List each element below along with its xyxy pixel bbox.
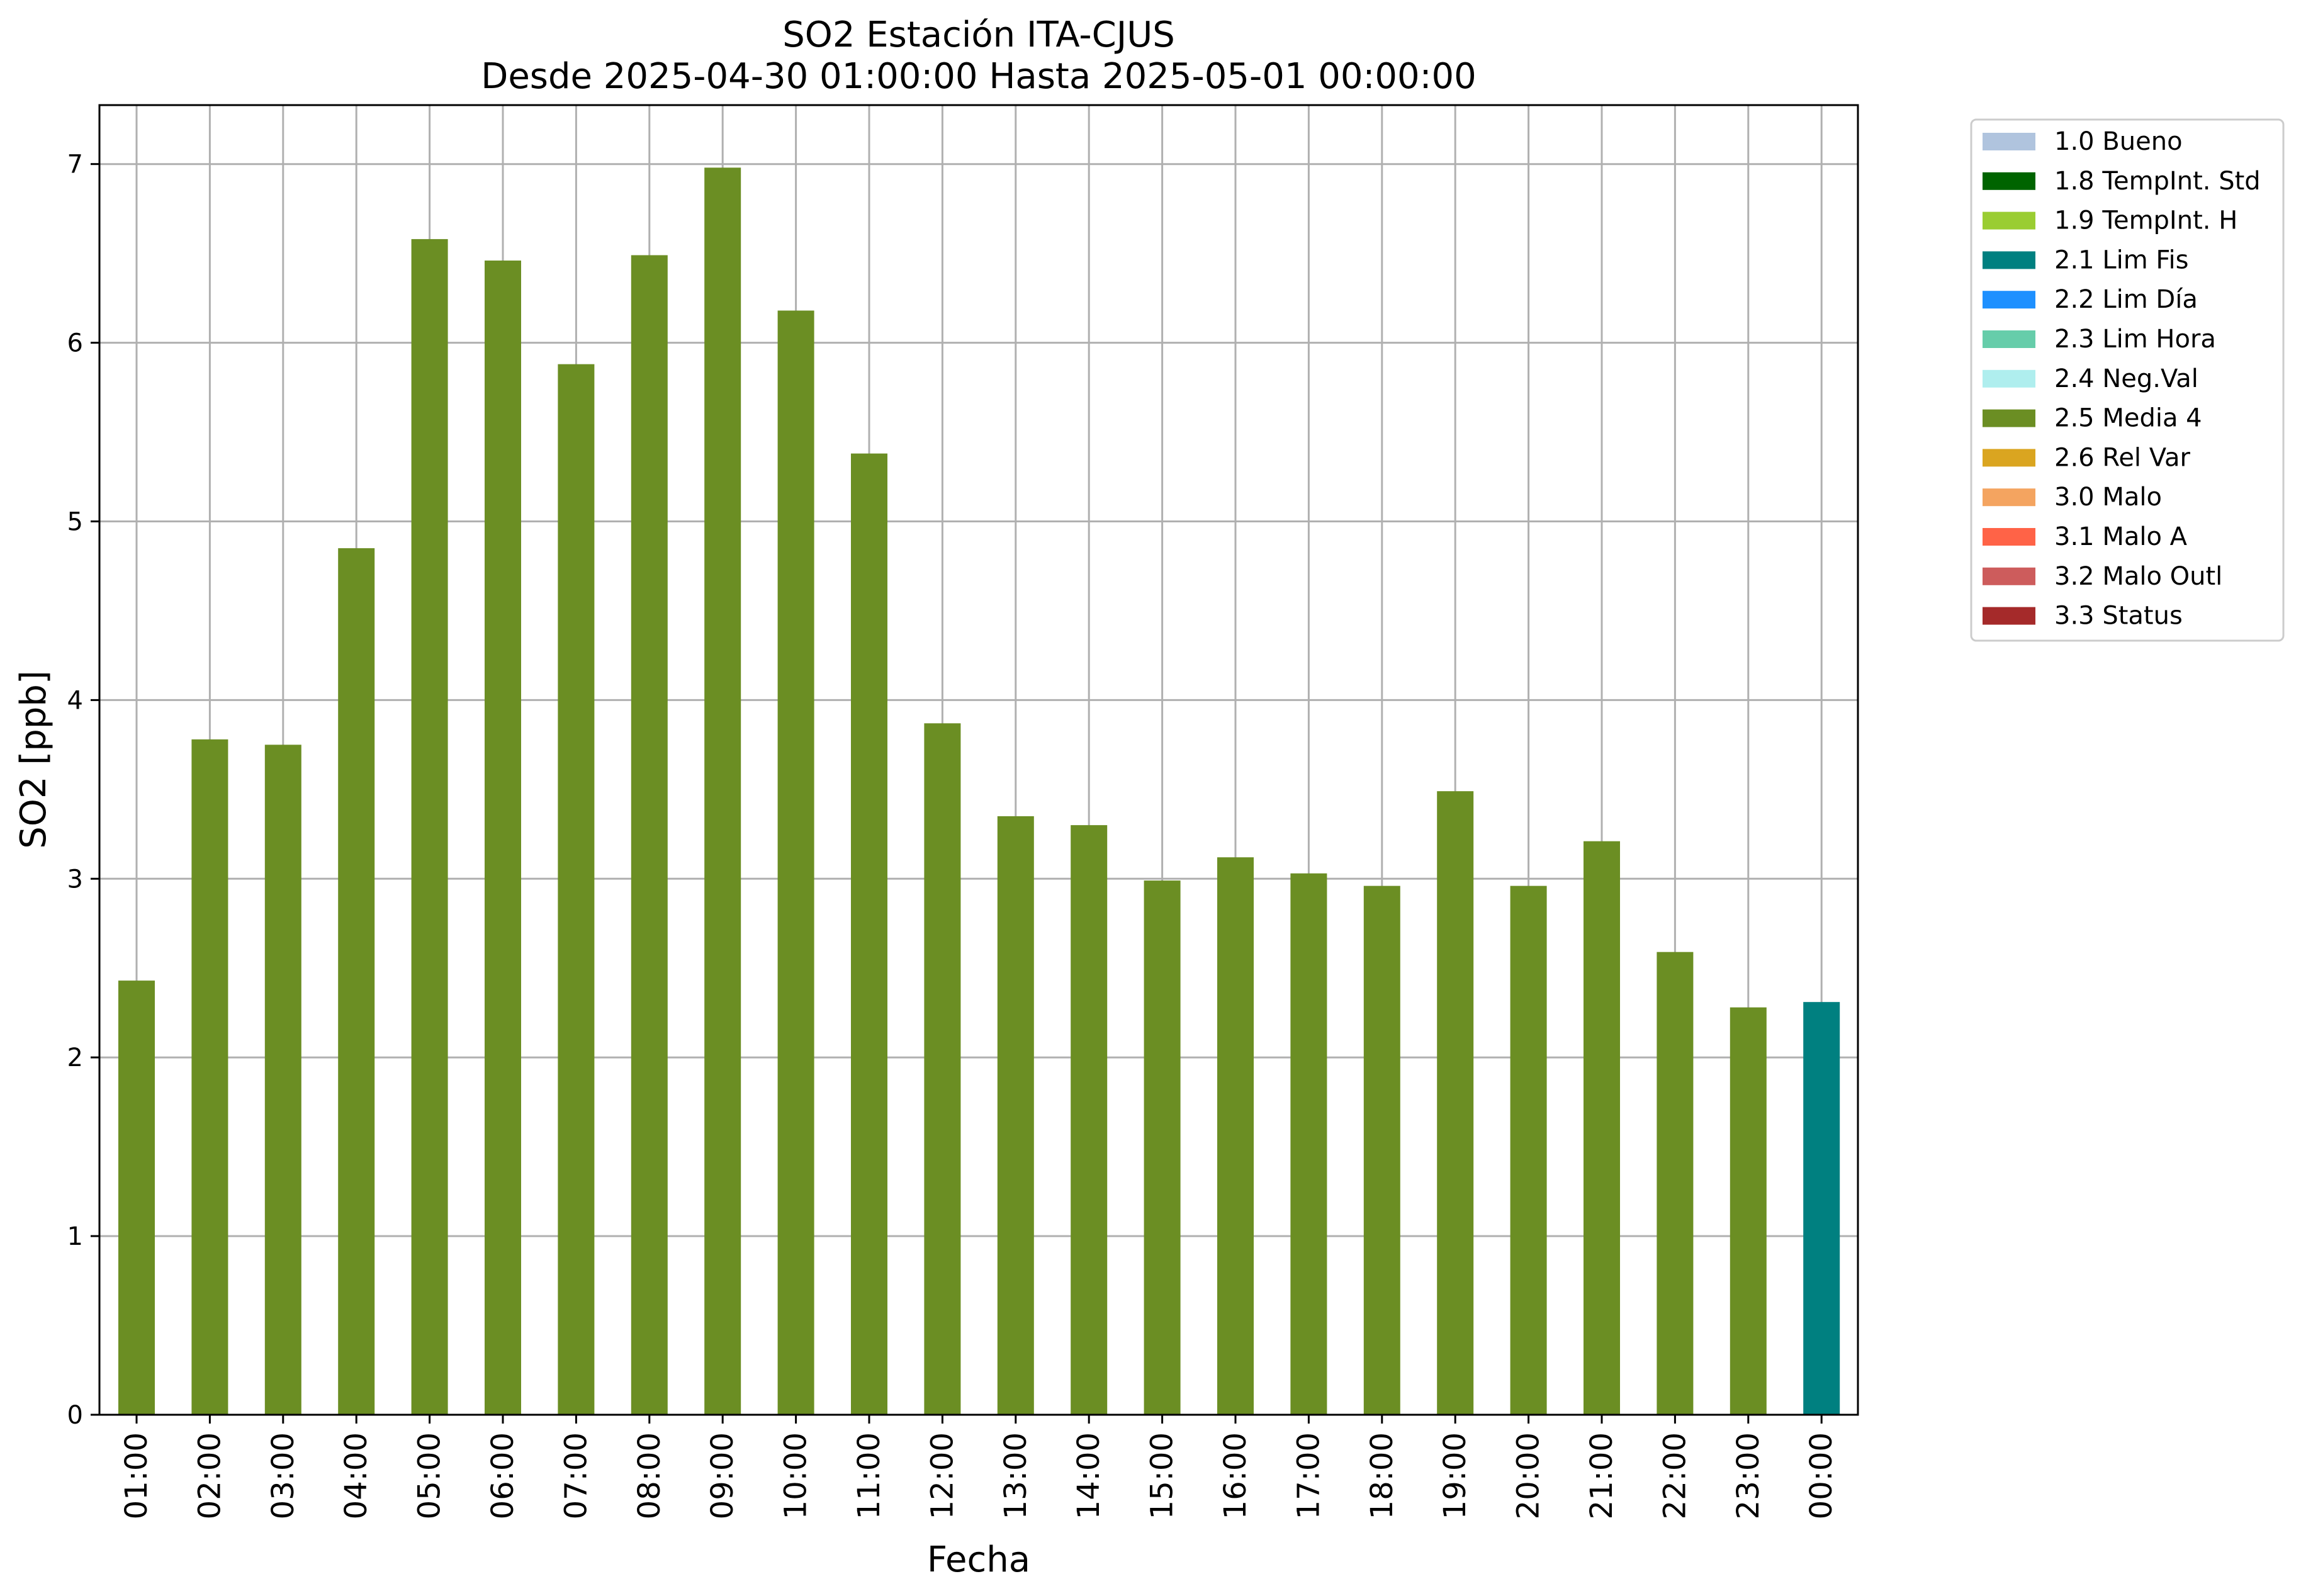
x-tick-label: 09:00	[705, 1432, 740, 1519]
legend-swatch	[1983, 291, 2035, 309]
bar	[1803, 1002, 1840, 1415]
bar	[411, 239, 448, 1415]
x-tick-label: 02:00	[192, 1432, 227, 1519]
legend-label: 2.1 Lim Fis	[2054, 245, 2188, 274]
legend: 1.0 Bueno 1.8 TempInt. Std 1.9 TempInt. H 2…	[1970, 118, 2285, 642]
x-tick-label: 12:00	[925, 1432, 960, 1519]
y-tick-label: 1	[67, 1222, 83, 1251]
bar	[264, 745, 301, 1415]
x-tick-label: 01:00	[119, 1432, 154, 1519]
x-tick-label: 13:00	[998, 1432, 1033, 1519]
legend-swatch	[1983, 449, 2035, 467]
bar	[118, 981, 155, 1415]
x-tick-label: 15:00	[1145, 1432, 1180, 1519]
x-tick-label: 20:00	[1511, 1432, 1546, 1519]
legend-swatch	[1983, 172, 2035, 190]
legend-label: 3.3 Status	[2054, 602, 2183, 631]
x-tick-label: 00:00	[1804, 1432, 1839, 1519]
y-tick-label: 5	[67, 507, 83, 536]
x-tick-label: 19:00	[1437, 1432, 1473, 1519]
chart-subtitle: Desde 2025-04-30 01:00:00 Hasta 2025-05-…	[481, 56, 1477, 97]
bar	[1730, 1007, 1767, 1415]
bar	[338, 548, 375, 1415]
legend-box	[1970, 118, 2285, 642]
bar	[1144, 880, 1181, 1415]
legend-label: 1.8 TempInt. Std	[2054, 167, 2261, 196]
chart-title: SO2 Estación ITA-CJUS	[782, 14, 1175, 55]
bar	[631, 255, 668, 1415]
legend-swatch	[1983, 369, 2035, 388]
x-tick-label: 10:00	[779, 1432, 814, 1519]
x-tick-label: 11:00	[852, 1432, 887, 1519]
y-tick-label: 4	[67, 686, 83, 715]
bar	[191, 739, 228, 1415]
x-tick-label: 06:00	[485, 1432, 520, 1519]
legend-label: 2.3 Lim Hora	[2054, 325, 2216, 354]
legend-swatch	[1983, 528, 2035, 546]
x-tick-label: 05:00	[412, 1432, 447, 1519]
y-tick-label: 2	[67, 1043, 83, 1072]
bars	[118, 167, 1840, 1415]
legend-label: 1.9 TempInt. H	[2054, 206, 2237, 235]
y-tick-label: 3	[67, 865, 83, 894]
legend-label: 2.5 Media 4	[2054, 404, 2202, 433]
bar	[851, 453, 887, 1415]
legend-swatch	[1983, 330, 2035, 348]
legend-swatch	[1983, 211, 2035, 230]
legend-label: 2.2 Lim Día	[2054, 285, 2198, 314]
x-axis-label: Fecha	[927, 1539, 1030, 1580]
legend-swatch	[1983, 133, 2035, 150]
x-tick-label: 22:00	[1657, 1432, 1692, 1519]
legend-label: 3.0 Malo	[2054, 483, 2162, 512]
y-axis-label: SO2 [ppb]	[13, 670, 54, 848]
x-tick-label: 08:00	[632, 1432, 667, 1519]
bar	[1510, 885, 1547, 1415]
x-tick-label: 14:00	[1071, 1432, 1106, 1519]
y-tick-label: 0	[67, 1401, 83, 1430]
x-tick-label: 17:00	[1291, 1432, 1326, 1519]
x-tick-label: 03:00	[266, 1432, 301, 1519]
legend-swatch	[1983, 409, 2035, 427]
bar	[777, 310, 814, 1415]
y-axis-ticks: 0 1 2 3 4 5 6 7	[67, 150, 99, 1430]
bar	[1363, 885, 1400, 1415]
legend-label: 1.0 Bueno	[2054, 127, 2183, 156]
bar	[485, 260, 521, 1415]
legend-swatch	[1983, 251, 2035, 269]
x-axis-ticks: 01:00 02:00 03:00 04:00 05:00 06:00 07:00 08:00…	[119, 1415, 1839, 1519]
y-tick-label: 7	[67, 150, 83, 179]
bar	[1217, 857, 1254, 1415]
bar	[1071, 825, 1108, 1415]
legend-swatch	[1983, 607, 2035, 625]
plot-frame	[98, 104, 1859, 1416]
x-tick-label: 23:00	[1731, 1432, 1766, 1519]
legend-label: 2.4 Neg.Val	[2054, 364, 2198, 393]
bar	[997, 816, 1034, 1415]
legend-label: 2.6 Rel Var	[2054, 443, 2191, 472]
y-tick-label: 6	[67, 329, 83, 358]
x-tick-label: 07:00	[558, 1432, 594, 1519]
bar	[1584, 841, 1620, 1415]
bar	[1437, 791, 1474, 1415]
x-tick-label: 04:00	[339, 1432, 374, 1519]
x-tick-label: 16:00	[1218, 1432, 1253, 1519]
bar	[558, 364, 595, 1415]
bar	[924, 723, 961, 1415]
legend-swatch	[1983, 488, 2035, 507]
legend-label: 3.1 Malo A	[2054, 522, 2188, 551]
bar	[1290, 873, 1327, 1415]
x-tick-label: 18:00	[1364, 1432, 1400, 1519]
legend-label: 3.2 Malo Outl	[2054, 562, 2222, 591]
bar	[704, 167, 741, 1415]
legend-swatch	[1983, 567, 2035, 585]
bar	[1657, 952, 1694, 1415]
x-tick-label: 21:00	[1584, 1432, 1619, 1519]
